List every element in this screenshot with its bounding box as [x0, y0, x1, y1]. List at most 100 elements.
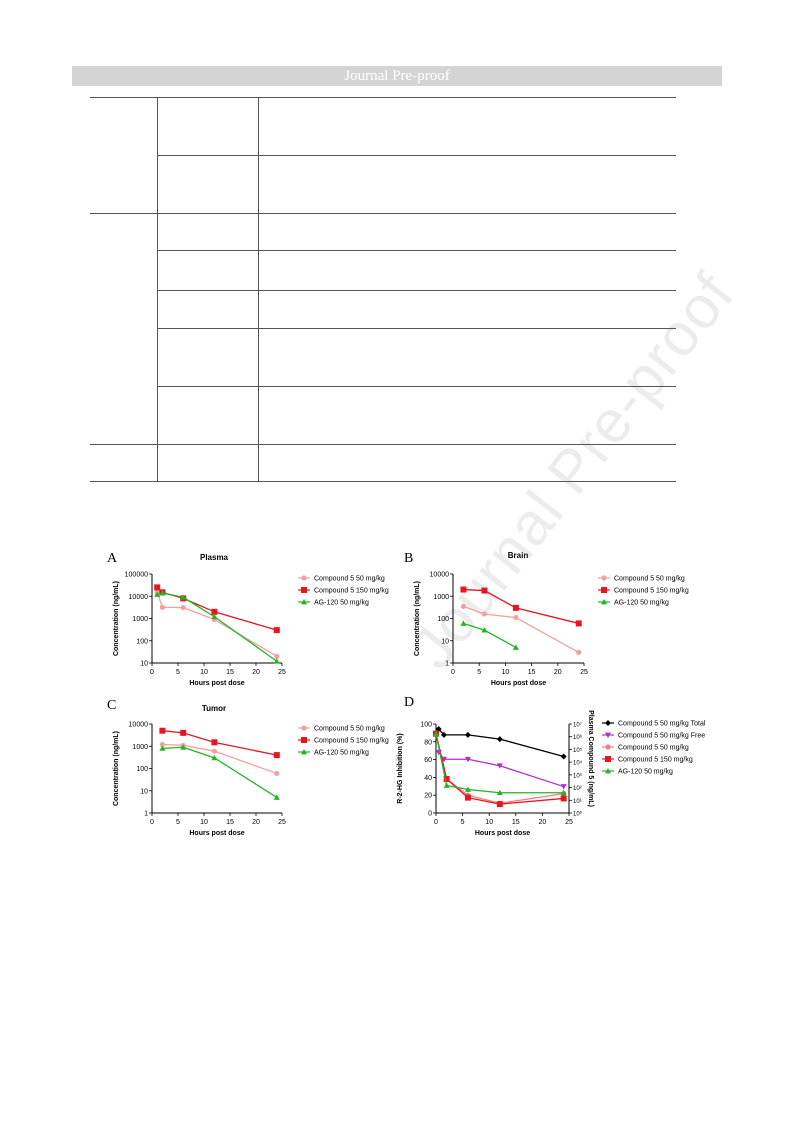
series-2 — [159, 727, 280, 759]
x-tick-label: 20 — [252, 819, 260, 826]
series-2 — [460, 586, 582, 627]
y2-tick-label: 10⁵ — [573, 747, 583, 754]
data-point — [211, 739, 218, 746]
x-tick-label: 25 — [278, 669, 286, 676]
table-col-divider — [258, 97, 259, 482]
data-point — [159, 741, 165, 748]
legend-marker — [301, 599, 307, 605]
legend-label: Compound 5 50 mg/kg — [314, 726, 385, 733]
legend: Compound 5 50 mg/kg Compound 5 150 mg/kg A… — [298, 575, 389, 607]
y-axis-label: Concentration (ng/mL) — [113, 581, 120, 656]
table-rule — [157, 250, 676, 251]
y-tick-label: 10000 — [430, 572, 450, 579]
series-1 — [435, 726, 567, 760]
data-point — [435, 726, 442, 733]
data-point — [464, 756, 471, 763]
data-point — [512, 604, 519, 611]
legend-marker — [601, 599, 607, 605]
legend-marker — [605, 732, 611, 738]
x-tick-label: 5 — [176, 819, 180, 826]
series-line — [162, 743, 278, 775]
panel-letter-b: B — [404, 551, 414, 566]
data-point — [464, 731, 471, 738]
x-tick-label: 5 — [461, 819, 465, 826]
chart-title: Tumor — [202, 704, 226, 713]
series-1 — [159, 741, 280, 777]
data-point — [576, 649, 582, 655]
x-tick-label: 20 — [252, 669, 260, 676]
legend-label: AG-120 50 mg/kg — [314, 750, 369, 757]
legend-marker — [301, 575, 307, 581]
x-tick-label: 15 — [226, 819, 234, 826]
series-line — [438, 751, 564, 788]
y-tick-label: 100000 — [125, 572, 148, 579]
data-point — [440, 756, 447, 763]
series-5 — [433, 730, 567, 796]
chart-panel-1: Plasma 0 5 10 15 20 25 10 100 1000 10000 100000 Hour… — [113, 553, 389, 687]
legend: Compound 5 50 mg/kg Compound 5 150 mg/kg A… — [298, 725, 389, 757]
panel-letter-a: A — [107, 551, 118, 566]
legend-marker — [605, 768, 611, 774]
y2-tick-label: 10⁶ — [573, 734, 583, 741]
x-tick-label: 10 — [200, 819, 208, 826]
series-3 — [460, 620, 519, 650]
x-tick-label: 25 — [565, 819, 573, 826]
table-rule — [90, 444, 676, 445]
data-point — [440, 731, 447, 738]
x-tick-label: 10 — [200, 669, 208, 676]
x-axis-label: Hours post dose — [189, 830, 244, 837]
series-2 — [435, 749, 567, 790]
data-point — [273, 658, 280, 664]
x-tick-label: 15 — [226, 669, 234, 676]
x-tick-label: 25 — [278, 819, 286, 826]
table-rule-bottom — [90, 481, 676, 482]
y-tick-label: 10 — [140, 661, 148, 668]
legend-label: Compound 5 50 mg/kg Total — [618, 721, 706, 728]
y-tick-label: 20 — [424, 793, 432, 800]
chart-panel-2: Brain 0 5 10 15 20 25 1 10 100 1000 10000 Hours post… — [414, 551, 689, 687]
data-point — [154, 584, 161, 591]
table-col-divider — [157, 97, 158, 482]
data-point — [273, 752, 280, 759]
legend-marker — [601, 587, 607, 593]
chart-panel-4: 0 5 10 15 20 25 0 20 40 60 80 100 10⁰ 10¹ 10² 10³ 10⁴ 10⁵… — [397, 710, 706, 837]
series-line — [463, 605, 580, 653]
y-tick-label: 10 — [140, 788, 148, 795]
legend-marker — [605, 756, 611, 762]
y-tick-label: 1000 — [132, 744, 148, 751]
x-tick-label: 10 — [485, 819, 493, 826]
x-tick-label: 10 — [502, 669, 510, 676]
y2-tick-label: 10¹ — [573, 799, 582, 805]
series-line — [463, 622, 517, 649]
series-3 — [159, 744, 280, 800]
legend-label: AG-120 50 mg/kg — [618, 769, 673, 776]
y2-tick-label: 10² — [573, 786, 582, 792]
y2-tick-label: 10³ — [573, 773, 582, 779]
x-tick-label: 25 — [580, 669, 588, 676]
data-point — [211, 754, 218, 761]
data-point — [496, 763, 503, 769]
data-point — [273, 627, 280, 634]
series-2 — [154, 584, 280, 634]
y2-tick-label: 10⁷ — [573, 722, 582, 729]
series-1 — [154, 589, 280, 659]
y-tick-label: 10000 — [129, 594, 149, 601]
legend-marker — [301, 749, 307, 755]
data-point — [180, 744, 187, 750]
y-tick-label: 1000 — [433, 594, 449, 601]
series-line — [435, 733, 564, 794]
legend-marker — [301, 737, 307, 743]
y-axis-label: Concentration (ng/mL) — [414, 581, 421, 656]
y-tick-label: 40 — [424, 775, 432, 782]
series-1 — [460, 603, 582, 655]
legend-marker — [605, 744, 611, 750]
y-tick-label: 1 — [445, 661, 449, 668]
data-point — [560, 795, 567, 802]
data-point — [180, 594, 187, 600]
data-point — [180, 729, 187, 736]
data-point — [512, 644, 519, 650]
y-tick-label: 1 — [144, 811, 148, 818]
data-point — [273, 794, 280, 800]
x-tick-label: 0 — [150, 669, 154, 676]
y-tick-label: 100 — [437, 616, 449, 623]
